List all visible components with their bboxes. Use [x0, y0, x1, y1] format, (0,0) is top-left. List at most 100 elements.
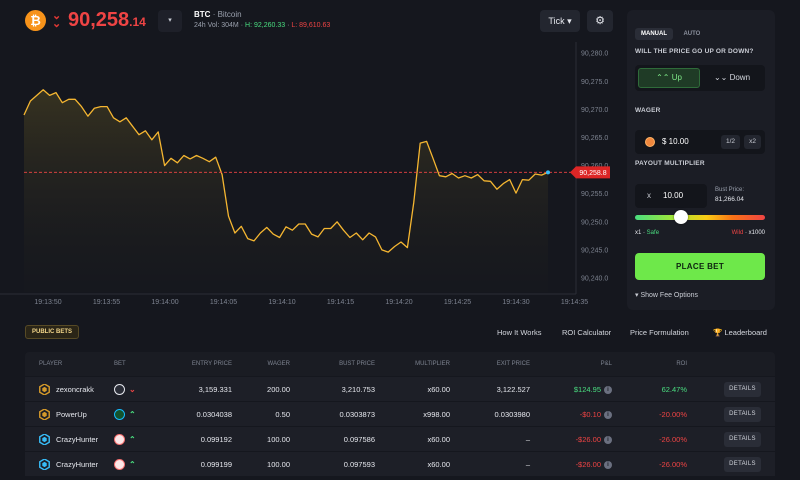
coin-icon [645, 137, 655, 147]
multiplier-cell: x60.00 [427, 385, 450, 394]
x-tick-label: 19:13:50 [34, 299, 61, 306]
slider-safe-label: x1 · Safe [635, 230, 659, 236]
info-icon[interactable]: i [604, 411, 612, 420]
column-header-roi: ROI [676, 361, 687, 367]
payout-multiplier-label: PAYOUT MULTIPLIER [635, 160, 705, 167]
table-row[interactable]: CrazyHunter ⌃ 0.099192 100.00 0.097586 x… [25, 426, 775, 451]
tab-auto[interactable]: AUTO [683, 31, 701, 37]
bust-price-cell: 3,210.753 [341, 385, 375, 394]
coin-icon [114, 384, 125, 395]
info-icon[interactable]: i [604, 436, 612, 445]
wild-word: Wild [731, 230, 744, 236]
wager-cell: 100.00 [267, 460, 290, 469]
wager-field[interactable]: $ 10.00 1/2 x2 [635, 130, 765, 154]
bet-panel: MANUAL AUTO WILL THE PRICE GO UP OR DOWN… [627, 10, 775, 310]
column-header-pnl: P&L [600, 361, 612, 367]
details-button[interactable]: DETAILS [724, 457, 761, 472]
player-name[interactable]: zexoncrakk [56, 385, 94, 394]
current-price-tag [570, 166, 610, 179]
bust-price-label: Bust Price: [715, 187, 745, 193]
public-bets-table: PLAYER BET ENTRY PRICE WAGER BUST PRICE … [25, 352, 775, 476]
wager-value[interactable]: $ 10.00 [662, 137, 689, 146]
pnl-cell: $124.95 i [525, 377, 612, 402]
direction-toggle: ⌃⌃ Up ⌄⌄ Down [635, 65, 765, 91]
settings-gear-icon[interactable]: ⚙ [587, 10, 613, 32]
entry-price-cell: 0.0304038 [196, 410, 232, 419]
leaderboard-link[interactable]: 🏆 Leaderboard [713, 328, 767, 337]
player-badge-icon [39, 384, 50, 395]
y-tick-label: 90,255.0 [581, 191, 608, 198]
how-it-works-link[interactable]: How It Works [497, 328, 542, 337]
wager-cell: 0.50 [275, 410, 290, 419]
pnl-value: -$26.00 [575, 435, 601, 444]
multiplier-slider-track[interactable] [635, 215, 765, 220]
series-area [24, 89, 548, 292]
tab-manual[interactable]: MANUAL [635, 28, 673, 40]
price-chart[interactable]: 90,280.090,275.090,270.090,265.090,260.0… [0, 42, 620, 310]
roi-cell: -26.00% [659, 435, 687, 444]
asset-stats: 24h Vol: 304M · H: 92,260.33 · L: 89,610… [194, 22, 330, 29]
player-name[interactable]: CrazyHunter [56, 435, 99, 444]
multiplier-prefix: x [647, 191, 651, 200]
table-body: zexoncrakk ⌄ 3,159.331 200.00 3,210.753 … [25, 376, 775, 476]
asset-title: BTC · Bitcoin [194, 10, 242, 19]
y-tick-label: 90,265.0 [581, 135, 608, 142]
info-icon[interactable]: i [604, 386, 612, 395]
down-button[interactable]: ⌄⌄ Down [713, 73, 751, 82]
asset-dropdown-button[interactable]: ▾ [158, 10, 182, 32]
multiplier-field[interactable]: x 10.00 [635, 184, 707, 208]
price-formulation-link[interactable]: Price Formulation [630, 328, 689, 337]
table-row[interactable]: CrazyHunter ⌃ 0.099199 100.00 0.097593 x… [25, 451, 775, 476]
pnl-value: -$26.00 [575, 460, 601, 469]
roi-calculator-link[interactable]: ROI Calculator [562, 328, 612, 337]
pnl-value: -$0.10 [579, 410, 601, 419]
details-button[interactable]: DETAILS [724, 407, 761, 422]
x-tick-label: 19:14:15 [327, 299, 354, 306]
column-header-entry-price: ENTRY PRICE [191, 361, 232, 367]
bet-direction-icon: ⌃ [129, 460, 136, 469]
price-chart-svg: 90,280.090,275.090,270.090,265.090,260.0… [0, 42, 620, 310]
stat-separator: · [240, 22, 244, 29]
wager-half-button[interactable]: 1/2 [721, 135, 740, 149]
roi-cell: 62.47% [661, 385, 687, 394]
price-header: ₿ ⌄ ⌄ 90,258.14 ▾ BTC · Bitcoin 24h Vol: … [0, 0, 620, 42]
x-tick-label: 19:14:35 [561, 299, 588, 306]
show-fee-options-toggle[interactable]: ▾ Show Fee Options [635, 292, 699, 299]
column-header-multiplier: MULTIPLIER [415, 361, 450, 367]
stat-separator: · [287, 22, 290, 29]
bust-price-value: 81,266.04 [715, 196, 744, 203]
y-tick-label: 90,270.0 [581, 107, 608, 114]
current-price: 90,258.14 [68, 9, 146, 32]
roi-cell: -20.00% [659, 410, 687, 419]
multiplier-value[interactable]: 10.00 [663, 191, 684, 200]
safe-word: Safe [645, 230, 660, 236]
info-icon[interactable]: i [604, 461, 612, 470]
details-button[interactable]: DETAILS [724, 382, 761, 397]
wild-x: · x1000 [743, 230, 765, 236]
player-name[interactable]: CrazyHunter [56, 460, 99, 469]
low-stat: L: 89,610.63 [291, 22, 331, 29]
column-header-bust-price: BUST PRICE [339, 361, 375, 367]
bitcoin-logo-icon: ₿ [25, 10, 46, 31]
player-name[interactable]: PowerUp [56, 410, 87, 419]
public-bets-tab[interactable]: PUBLIC BETS [25, 325, 80, 339]
asset-name: · Bitcoin [212, 10, 242, 19]
price-down-icon: ⌄ ⌄ [52, 10, 62, 30]
pnl-cell: -$26.00 i [525, 427, 612, 452]
current-price-decimal: .14 [129, 15, 146, 29]
table-row[interactable]: PowerUp ⌃ 0.0304038 0.50 0.0303873 x998.… [25, 401, 775, 426]
leaderboard-label: Leaderboard [724, 328, 767, 337]
multiplier-cell: x60.00 [427, 435, 450, 444]
coin-icon [114, 434, 125, 445]
table-row[interactable]: zexoncrakk ⌄ 3,159.331 200.00 3,210.753 … [25, 376, 775, 401]
pnl-cell: -$0.10 i [525, 402, 612, 427]
place-bet-button[interactable]: PLACE BET [635, 253, 765, 280]
wager-label: WAGER [635, 107, 661, 114]
coin-icon [114, 409, 125, 420]
tick-mode-dropdown[interactable]: Tick ▾ [540, 10, 580, 32]
up-button[interactable]: ⌃⌃ Up [638, 68, 700, 88]
exit-price-cell: 3,122.527 [496, 385, 530, 394]
multiplier-slider-handle[interactable] [673, 210, 688, 224]
wager-double-button[interactable]: x2 [744, 135, 761, 149]
details-button[interactable]: DETAILS [724, 432, 761, 447]
